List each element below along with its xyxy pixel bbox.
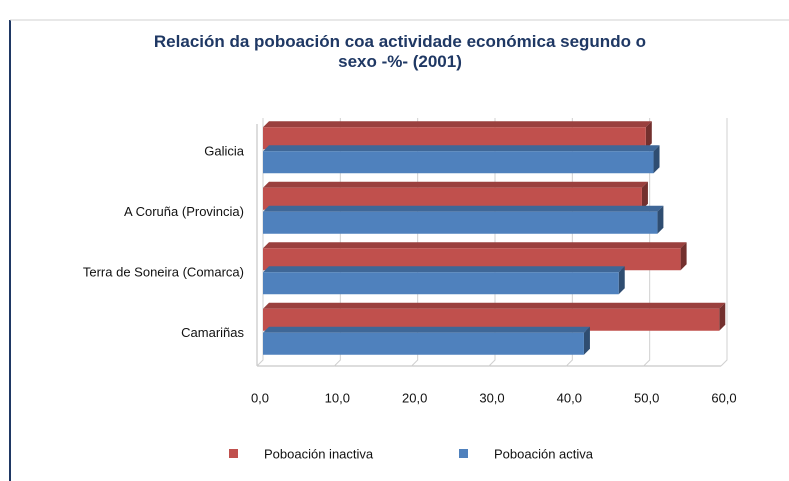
bar — [263, 272, 619, 295]
x-tick-label: 0,0 — [251, 390, 269, 405]
y-tick-label: Galicia — [204, 144, 245, 159]
bar-top — [263, 326, 590, 333]
legend-swatch — [229, 449, 238, 458]
legend-label: Poboación inactiva — [264, 446, 374, 461]
bar — [263, 248, 681, 271]
legend-swatch — [459, 449, 468, 458]
bar-side — [657, 205, 664, 234]
bar — [263, 151, 654, 174]
x-tick-label: 20,0 — [402, 390, 427, 405]
x-tick-label: 10,0 — [325, 390, 350, 405]
bar-top — [263, 121, 652, 128]
bar — [263, 127, 646, 150]
x-tick-label: 60,0 — [711, 390, 736, 405]
x-tick-label: 30,0 — [479, 390, 504, 405]
bar — [263, 308, 720, 331]
bar-side — [583, 326, 590, 355]
bar-side — [645, 121, 652, 150]
grid-line — [643, 118, 651, 367]
x-tick-label: 50,0 — [634, 390, 659, 405]
bar-top — [263, 145, 660, 152]
bar-side — [653, 145, 660, 174]
y-tick-label: Camariñas — [181, 325, 244, 340]
bar-top — [263, 242, 687, 249]
legend-label: Poboación activa — [494, 446, 594, 461]
bar-top — [263, 302, 726, 309]
x-tick-label: 40,0 — [557, 390, 582, 405]
chart-title: Relación da poboación coa actividade eco… — [153, 32, 647, 71]
bar-top — [263, 266, 625, 273]
grid-line — [256, 118, 264, 367]
grid-line — [720, 118, 728, 367]
bar — [263, 187, 642, 210]
bar-side — [719, 302, 726, 331]
bar — [263, 211, 658, 234]
bar-side — [618, 266, 625, 295]
bar — [263, 332, 584, 355]
y-tick-label: A Coruña (Provincia) — [124, 204, 244, 219]
bar-side — [680, 242, 687, 271]
bar-top — [263, 205, 664, 212]
bar-top — [263, 181, 648, 188]
bar-side — [641, 181, 648, 210]
y-tick-label: Terra de Soneira (Comarca) — [83, 265, 244, 280]
